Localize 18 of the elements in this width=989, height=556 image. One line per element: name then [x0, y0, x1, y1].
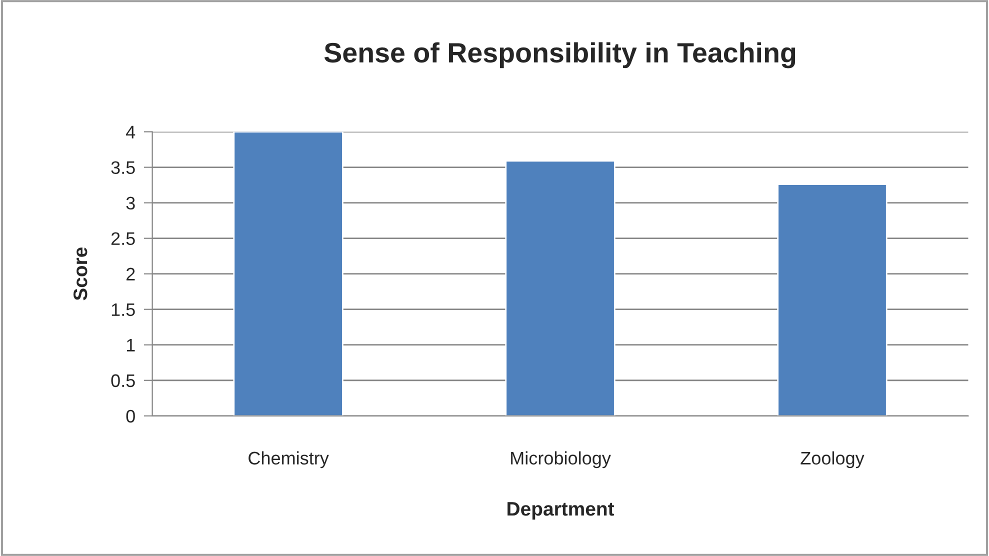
y-tick-label: 2 [126, 268, 135, 280]
y-tick-label: 4 [126, 126, 136, 138]
bar [777, 184, 888, 416]
y-tick-label: 0.5 [111, 374, 135, 388]
y-tick-label: 2.5 [111, 232, 135, 246]
y-tick-label: 1.5 [112, 303, 135, 316]
chart-title: Sense of Responsibility in Teaching [324, 42, 796, 68]
y-tick-label: 1 [126, 338, 135, 352]
x-tick-label: Microbiology [511, 451, 611, 468]
bar [505, 160, 616, 416]
y-tick-label: 0 [126, 410, 135, 423]
x-axis-title: Department [508, 502, 614, 520]
y-axis-title: Score [73, 247, 88, 300]
y-tick-label: 3 [126, 196, 135, 210]
y-tick-label: 3.5 [111, 161, 135, 174]
bar [233, 132, 344, 416]
x-tick-label: Chemistry [248, 451, 329, 468]
x-tick-label: Zoology [800, 451, 864, 468]
